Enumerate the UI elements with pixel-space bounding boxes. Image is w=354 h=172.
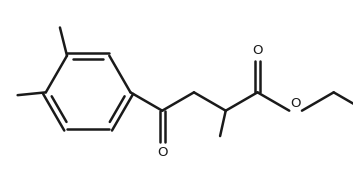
Text: O: O	[252, 44, 263, 57]
Text: O: O	[157, 146, 167, 159]
Text: O: O	[290, 97, 301, 110]
